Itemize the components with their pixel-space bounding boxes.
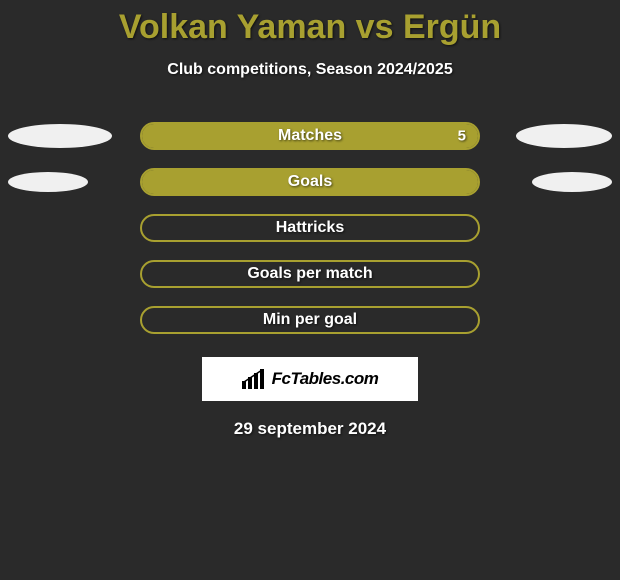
right-ellipse — [516, 124, 612, 148]
bar-chart-icon — [242, 369, 266, 389]
bar-label: Matches — [142, 127, 478, 145]
stat-row: Matches5 — [0, 113, 620, 159]
left-ellipse — [8, 172, 88, 192]
bar-label: Goals per match — [142, 265, 478, 283]
stat-bar: Hattricks — [140, 214, 480, 242]
stat-row: Hattricks — [0, 205, 620, 251]
stat-row: Goals — [0, 159, 620, 205]
bar-label: Goals — [142, 173, 478, 191]
bar-value: 5 — [458, 128, 466, 145]
stat-bar: Goals per match — [140, 260, 480, 288]
stat-bar: Matches5 — [140, 122, 480, 150]
bar-label: Min per goal — [142, 311, 478, 329]
stats-container: Matches5 Goals Hattricks Goals per match Min… — [0, 113, 620, 343]
stat-row: Min per goal — [0, 297, 620, 343]
right-ellipse — [532, 172, 612, 192]
stat-bar: Min per goal — [140, 306, 480, 334]
page-title: Volkan Yaman vs Ergün — [0, 0, 620, 47]
page-subtitle: Club competitions, Season 2024/2025 — [0, 61, 620, 79]
logo-text: FcTables.com — [272, 369, 379, 389]
left-ellipse — [8, 124, 112, 148]
date-text: 29 september 2024 — [0, 419, 620, 439]
logo-box: FcTables.com — [202, 357, 418, 401]
stat-bar: Goals — [140, 168, 480, 196]
bar-label: Hattricks — [142, 219, 478, 237]
stat-row: Goals per match — [0, 251, 620, 297]
